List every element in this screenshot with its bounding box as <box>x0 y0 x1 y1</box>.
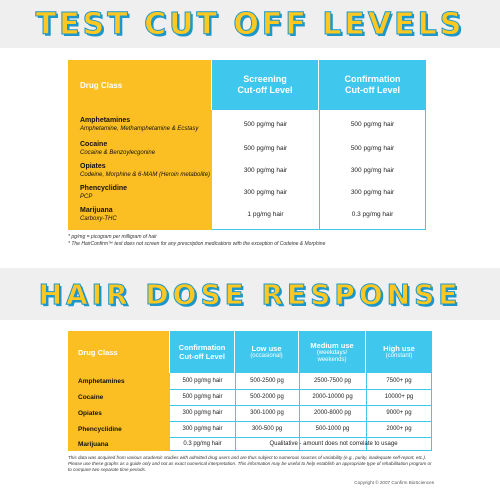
confirmation-value: 300 pg/mg hair <box>350 167 395 174</box>
drug-name: Amphetamines <box>78 378 125 385</box>
header-confirmation: Confirmation Cut-off Level <box>170 331 235 373</box>
high-value: 9000+ pg <box>386 410 412 416</box>
table-row: Phencyclidine 300 pg/mg hair 300-500 pg … <box>68 422 432 438</box>
cutoff-value: 0.3 pg/mg hair <box>183 441 222 447</box>
column-divider <box>299 373 300 451</box>
drug-name: Amphetamines <box>80 117 131 124</box>
cutoff-value: 500 pg/mg hair <box>182 394 223 400</box>
table-row: Phencyclidine PCP 300 pg/mg hair 300 pg/m… <box>68 183 426 207</box>
confirmation-value: 500 pg/mg hair <box>350 121 395 128</box>
title-band-cutoff: TEST CUT OFF LEVELS <box>0 0 500 48</box>
medium-value: 500-1000 pg <box>315 426 350 432</box>
cutoff-table: Drug Class Screening Cut-off Level Confir… <box>68 60 426 230</box>
screening-value: 1 pg/mg hair <box>247 211 284 218</box>
row-divider <box>170 389 432 390</box>
screening-value: 500 pg/mg hair <box>243 121 288 128</box>
drug-name: Marijuana <box>80 207 113 214</box>
drug-class-column <box>68 331 170 451</box>
footnote-units: * pg/mg = picogram per milligram of hair <box>68 234 157 240</box>
medium-value: 2500-7500 pg <box>313 378 352 384</box>
low-value: 500-2000 pg <box>250 394 284 400</box>
copyright-text: Copyright © 2007 Confirm BioSciences <box>354 480 434 485</box>
title-band-dose: HAIR DOSE RESPONSE <box>0 268 500 320</box>
header-screening: Screening Cut-off Level <box>212 60 319 110</box>
confirmation-value: 500 pg/mg hair <box>350 145 395 152</box>
screening-value: 300 pg/mg hair <box>243 167 288 174</box>
header-low-use: Low use (occasional) <box>235 331 299 373</box>
table-row: Opiates Codeine, Morphine & 6-MAM (Heroin… <box>68 161 426 185</box>
table-row: Marijuana 0.3 pg/mg hair Qualitative - a… <box>68 437 432 453</box>
drug-subtitle: Codeine, Morphine & 6-MAM (Heroin metabo… <box>80 172 211 178</box>
drug-class-column <box>68 60 212 230</box>
dose-table: Drug Class Confirmation Cut-off Level Low… <box>68 331 432 451</box>
screening-value: 300 pg/mg hair <box>243 189 288 196</box>
row-divider <box>170 405 432 406</box>
column-divider <box>366 373 367 451</box>
qualitative-note: Qualitative - amount does not correlate … <box>269 441 398 447</box>
drug-name: Marijuana <box>78 441 109 448</box>
high-value: 7500+ pg <box>386 378 412 384</box>
low-value: 300-500 pg <box>251 426 283 432</box>
section-title-cutoff: TEST CUT OFF LEVELS <box>35 6 465 42</box>
row-divider <box>170 421 432 422</box>
header-drug-class: Drug Class <box>68 60 212 110</box>
table-row: Opiates 300 pg/mg hair 300-1000 pg 2000-… <box>68 406 432 422</box>
drug-subtitle: Amphetamine, Methamphetamine & Ecstasy <box>80 126 199 132</box>
table-row: Amphetamines Amphetamine, Methamphetamine… <box>68 115 426 139</box>
row-divider <box>170 437 432 438</box>
dose-footnote: This data was acquired from various acad… <box>68 455 432 472</box>
low-value: 300-1000 pg <box>250 410 284 416</box>
table-row: Marijuana Carboxy-THC 1 pg/mg hair 0.3 pg… <box>68 205 426 229</box>
drug-subtitle: Cocaine & Benzoylecgonine <box>80 150 156 156</box>
drug-name: Phencyclidine <box>78 426 122 433</box>
confirmation-value: 0.3 pg/mg hair <box>351 211 394 218</box>
header-confirmation: Confirmation Cut-off Level <box>319 60 426 110</box>
drug-subtitle: PCP <box>80 194 93 200</box>
high-value: 10000+ pg <box>384 394 414 400</box>
medium-value: 2000-8000 pg <box>313 410 352 416</box>
screening-value: 500 pg/mg hair <box>243 145 288 152</box>
drug-name: Opiates <box>78 410 102 417</box>
table-row: Cocaine Cocaine & Benzoylecgonine 500 pg/… <box>68 139 426 163</box>
header-drug-class: Drug Class <box>68 331 170 373</box>
drug-name: Opiates <box>80 163 106 170</box>
drug-name: Phencyclidine <box>80 185 128 192</box>
cutoff-value: 500 pg/mg hair <box>182 378 223 384</box>
table-row: Cocaine 500 pg/mg hair 500-2000 pg 2000-… <box>68 390 432 406</box>
drug-name: Cocaine <box>78 394 104 401</box>
high-value: 2000+ pg <box>386 426 412 432</box>
footnote-prescription: * The HairConfirm™ test does not screen … <box>68 241 326 247</box>
table-row: Amphetamines 500 pg/mg hair 500-2500 pg … <box>68 374 432 390</box>
cutoff-value: 300 pg/mg hair <box>182 410 223 416</box>
cutoff-value: 300 pg/mg hair <box>182 426 223 432</box>
header-high-use: High use (constant) <box>366 331 432 373</box>
header-medium-use: Medium use (weekdays/weekends) <box>299 331 366 373</box>
section-title-dose: HAIR DOSE RESPONSE <box>38 277 462 311</box>
drug-name: Cocaine <box>80 141 108 148</box>
low-value: 500-2500 pg <box>250 378 284 384</box>
medium-value: 2000-10000 pg <box>312 394 353 400</box>
drug-subtitle: Carboxy-THC <box>80 216 117 222</box>
column-divider <box>319 110 320 230</box>
column-divider <box>235 373 236 451</box>
confirmation-value: 300 pg/mg hair <box>350 189 395 196</box>
